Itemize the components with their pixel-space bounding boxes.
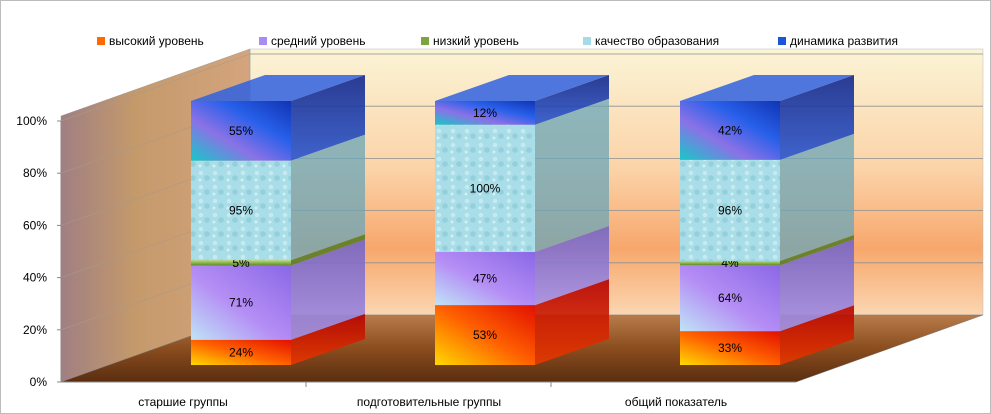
data-label: 64% [718, 291, 742, 305]
gridlines [60, 53, 983, 331]
bar-segment-высокий-уровень [435, 305, 535, 365]
y-tick-label: 20% [23, 323, 47, 337]
data-label: 47% [473, 272, 497, 286]
bar-segment-низкий-уровень-side [291, 234, 365, 266]
bar-segment-динамика-развития-side [535, 75, 609, 125]
data-label: 100% [470, 181, 501, 195]
bar-top-face [191, 75, 365, 101]
x-tick-label: старшие группы [138, 395, 228, 409]
data-label: 12% [473, 106, 497, 120]
bar-segment-низкий-уровень [680, 260, 780, 266]
bar-segment-средний-уровень [680, 265, 780, 332]
legend-item: низкий уровень [421, 34, 519, 48]
bar-group-старшие-группы: 24%71%5%95%55% [191, 75, 365, 365]
bar-segment-качество-образования-side [291, 134, 365, 261]
bar-segment-средний-уровень [435, 252, 535, 306]
legend-label: качество образования [595, 34, 720, 48]
y-tick-label: 0% [30, 375, 48, 389]
data-label: 96% [718, 203, 742, 217]
back-wall [249, 48, 984, 316]
bar-segment-высокий-уровень [191, 339, 291, 365]
bar-segment-средний-уровень-side [291, 239, 365, 340]
data-label: 95% [229, 203, 253, 217]
bar-segment-качество-образования [435, 124, 535, 253]
x-tick-label: общий показатель [625, 395, 727, 409]
y-tick-label: 40% [23, 271, 47, 285]
x-axis: старшие группы подготовительные группы общ… [61, 381, 796, 409]
bar-segment-высокий-уровень [680, 331, 780, 365]
bars: 24%71%5%95%55%53%47%0%100%12%33%64%4%96%… [191, 75, 854, 365]
bar-segment-динамика-развития-side [291, 75, 365, 161]
y-tick-label: 80% [23, 166, 47, 180]
bar-segment-средний-уровень-side [535, 226, 609, 306]
legend-swatch [583, 37, 591, 45]
bar-top-face [680, 75, 854, 101]
legend-label: низкий уровень [433, 34, 519, 48]
legend-item: динамика развития [778, 34, 898, 48]
gridline-side [60, 53, 251, 122]
legend-item: средний уровень [259, 34, 365, 48]
bar-segment-высокий-уровень-side [780, 305, 854, 365]
bar-segment-динамика-развития [191, 101, 291, 161]
legend-swatch [259, 37, 267, 45]
legend-label: высокий уровень [109, 34, 204, 48]
data-label: 55% [229, 124, 253, 138]
bar-segment-высокий-уровень-side [535, 279, 609, 365]
legend-item: высокий уровень [97, 34, 204, 48]
bar-segment-динамика-развития [435, 101, 535, 125]
y-tick-label: 60% [23, 218, 47, 232]
bar-top-face [435, 75, 609, 101]
legend-swatch [778, 37, 786, 45]
legend-item: качество образования [583, 34, 719, 48]
bar-segment-качество-образования-side [780, 133, 854, 261]
bar-segment-низкий-уровень-side [780, 234, 854, 266]
data-label: 71% [229, 296, 253, 310]
data-label: 24% [229, 345, 253, 359]
bar-segment-качество-образования-side [535, 98, 609, 253]
data-label: 33% [718, 341, 742, 355]
bar-segment-низкий-уровень [191, 260, 291, 266]
bar-segment-динамика-развития-side [780, 75, 854, 160]
y-tick-label: 100% [16, 114, 47, 128]
legend-swatch [97, 37, 105, 45]
bar-segment-высокий-уровень-side [291, 313, 365, 365]
bar-segment-средний-уровень [191, 265, 291, 340]
legend-label: динамика развития [790, 34, 898, 48]
bar-segment-качество-образования [191, 160, 291, 261]
y-axis: 0% 20% 40% 60% 80% 100% [16, 114, 62, 389]
data-label: 53% [473, 328, 497, 342]
bar-segment-качество-образования [680, 159, 780, 261]
x-tick-label: подготовительные группы [357, 395, 501, 409]
bar-segment-средний-уровень-side [780, 239, 854, 332]
bar-group-подготовительные-группы: 53%47%0%100%12% [435, 75, 609, 365]
data-label: 42% [718, 123, 742, 137]
bar-segment-динамика-развития [680, 101, 780, 160]
legend-label: средний уровень [271, 34, 366, 48]
legend-swatch [421, 37, 429, 45]
bar-group-общий-показатель: 33%64%4%96%42% [680, 75, 854, 365]
